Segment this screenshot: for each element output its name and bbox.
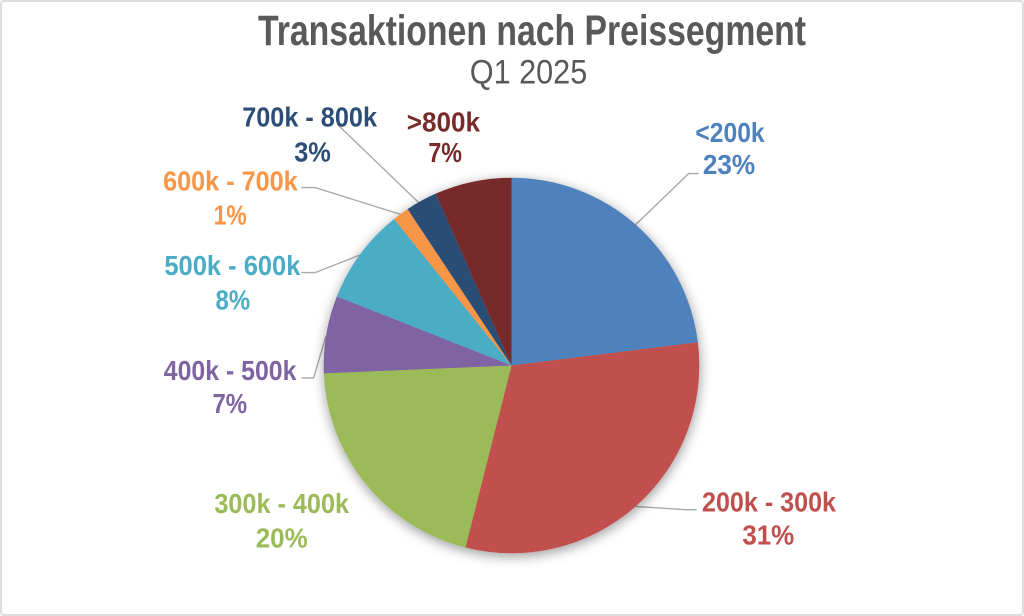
svg-text:8%: 8% xyxy=(216,285,251,316)
svg-text:>800k: >800k xyxy=(407,107,481,138)
svg-text:31%: 31% xyxy=(742,520,794,551)
svg-text:200k - 300k: 200k - 300k xyxy=(702,487,836,518)
svg-text:500k - 600k: 500k - 600k xyxy=(164,250,300,281)
svg-text:7%: 7% xyxy=(428,137,462,168)
svg-text:7%: 7% xyxy=(212,388,247,419)
svg-text:3%: 3% xyxy=(294,136,331,167)
svg-text:Transaktionen nach Preissegmen: Transaktionen nach Preissegment xyxy=(258,8,806,55)
svg-text:400k - 500k: 400k - 500k xyxy=(164,355,297,386)
svg-text:<200k: <200k xyxy=(695,117,765,148)
svg-text:1%: 1% xyxy=(214,200,247,231)
svg-text:700k - 800k: 700k - 800k xyxy=(242,102,377,133)
svg-text:300k - 400k: 300k - 400k xyxy=(214,488,349,519)
svg-text:Q1 2025: Q1 2025 xyxy=(470,54,588,92)
svg-text:23%: 23% xyxy=(703,149,755,180)
svg-text:20%: 20% xyxy=(256,523,308,554)
svg-text:600k - 700k: 600k - 700k xyxy=(163,166,298,197)
